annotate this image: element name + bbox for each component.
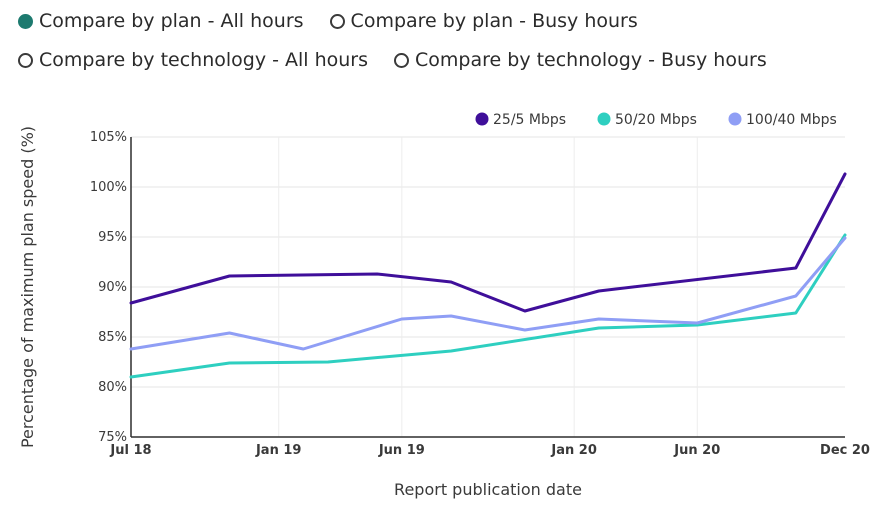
y-tick-label: 95% [98,230,127,245]
y-tick-label: 75% [98,430,127,445]
radio-row-technology: Compare by technology - All hours Compar… [18,49,767,71]
series-line-3 [129,236,847,351]
radio-option-plan-all-hours[interactable]: Compare by plan - All hours [18,10,304,32]
radio-label: Compare by plan - Busy hours [350,10,638,32]
x-tick-label: Jun 20 [673,443,720,458]
y-tick-label: 80% [98,380,127,395]
radio-checked-icon[interactable] [18,13,33,29]
legend-label[interactable]: 25/5 Mbps [493,112,566,128]
radio-unchecked-icon[interactable] [329,13,345,29]
x-tick-label: Jan 20 [550,443,596,458]
radio-option-technology-all-hours[interactable]: Compare by technology - All hours [18,49,368,71]
axes: 75% 80% 85% 90% 95% 100% 105% Jul 18 Jan 19 Jun 1… [90,130,870,458]
x-tick-label: Jan 19 [255,443,301,458]
series-lines [129,172,847,379]
y-axis-title: Percentage of maximum plan speed (%) [18,126,37,448]
legend-marker[interactable] [475,112,489,126]
y-tick-label: 105% [90,130,127,145]
y-tick-label: 90% [98,280,127,295]
grid [131,136,845,437]
legend: 25/5 Mbps 50/20 Mbps 100/40 Mbps [475,112,837,128]
radio-option-technology-busy-hours[interactable]: Compare by technology - Busy hours [394,49,767,71]
x-tick-label: Jul 18 [109,443,151,458]
radio-unchecked-icon[interactable] [394,52,410,68]
legend-marker[interactable] [597,112,611,126]
radio-label: Compare by technology - Busy hours [415,49,767,71]
legend-marker[interactable] [728,112,742,126]
legend-label[interactable]: 50/20 Mbps [615,112,697,128]
x-tick-label: Jun 19 [378,443,425,458]
series-line-2 [129,233,847,379]
y-tick-label: 100% [90,180,127,195]
legend-label[interactable]: 100/40 Mbps [746,112,837,128]
x-axis-title: Report publication date [394,480,582,499]
series-line-1 [129,172,847,313]
radio-label: Compare by plan - All hours [39,10,304,32]
y-tick-label: 85% [98,330,127,345]
radio-option-plan-busy-hours[interactable]: Compare by plan - Busy hours [329,10,638,32]
radio-row-plan: Compare by plan - All hours Compare by p… [18,10,638,32]
x-tick-label: Dec 20 [820,443,870,458]
radio-label: Compare by technology - All hours [39,49,369,71]
radio-unchecked-icon[interactable] [18,52,33,68]
